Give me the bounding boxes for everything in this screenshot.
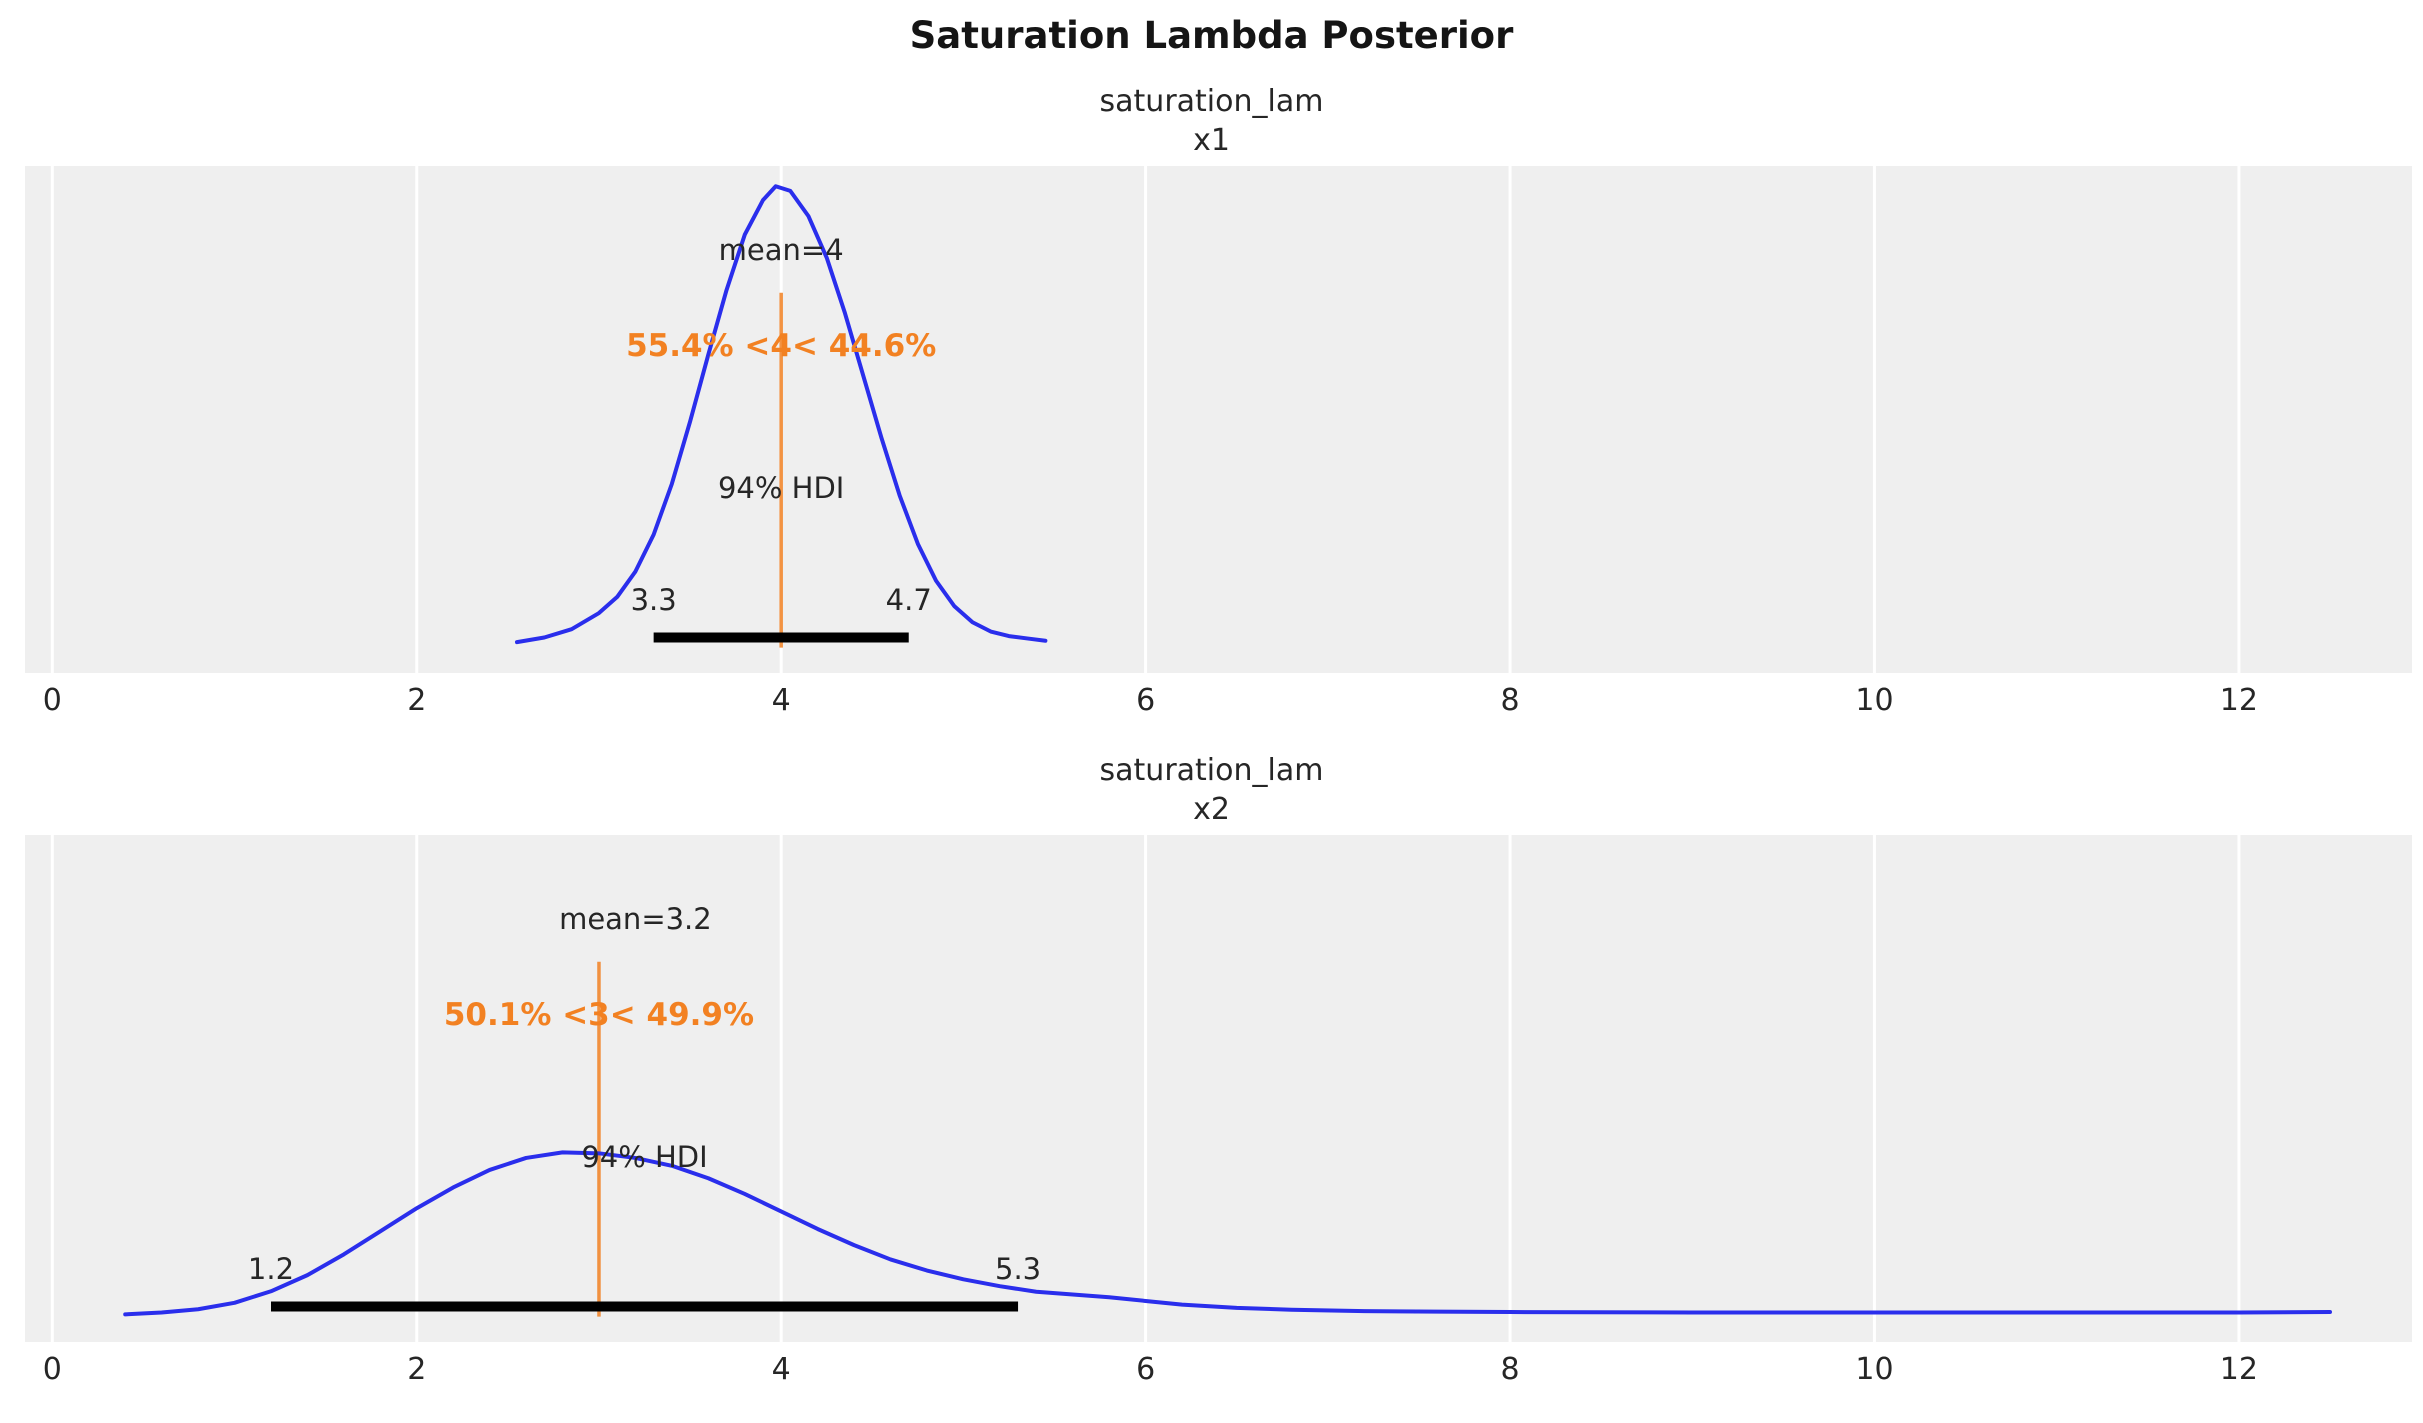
plot-area-x1: mean=4 55.4% <4< 44.6% 94% HDI 3.3 4.7 xyxy=(25,166,2412,674)
density-curve xyxy=(123,1150,2333,1317)
subplot-title-x2: saturation_lam x2 xyxy=(0,751,2423,829)
x-tick-label: 10 xyxy=(1855,683,1894,719)
hdi-label: 94% HDI xyxy=(717,471,845,506)
x-tick-label: 2 xyxy=(407,683,427,719)
x-axis-ticks-x1: 0 2 4 6 8 10 12 xyxy=(25,673,2412,727)
x-tick-label: 12 xyxy=(2219,683,2258,719)
hdi-lower-value: 1.2 xyxy=(247,1251,295,1286)
figure-title: Saturation Lambda Posterior xyxy=(909,14,1514,57)
hdi-label: 94% HDI xyxy=(581,1140,708,1175)
x-tick-label: 4 xyxy=(771,1352,791,1388)
subplot-coord-label: x1 xyxy=(1193,123,1230,159)
density-plot-svg xyxy=(50,835,2333,1343)
ref-val-annotation: 50.1% <3< 49.9% xyxy=(443,997,755,1034)
subplot-coord-label: x2 xyxy=(1193,792,1230,828)
mean-annotation: mean=4 xyxy=(718,233,844,268)
x-tick-label: 6 xyxy=(1136,1352,1156,1388)
x-tick-label: 2 xyxy=(407,1352,427,1388)
subplot-var-name: saturation_lam xyxy=(1099,84,1324,120)
x-axis-ticks-x2: 0 2 4 6 8 10 12 xyxy=(25,1342,2412,1396)
plot-area-x2: mean=3.2 50.1% <3< 49.9% 94% HDI 1.2 5.3 xyxy=(25,835,2412,1343)
x-tick-label: 8 xyxy=(1500,683,1520,719)
x-tick-label: 8 xyxy=(1500,1352,1520,1388)
hdi-upper-value: 5.3 xyxy=(995,1251,1042,1286)
hdi-upper-value: 4.7 xyxy=(885,582,932,617)
x-tick-label: 12 xyxy=(2219,1352,2258,1388)
mean-annotation: mean=3.2 xyxy=(559,902,712,937)
x-tick-label: 0 xyxy=(42,1352,62,1388)
subplot-var-name: saturation_lam xyxy=(1099,753,1324,789)
subplot-title-x1: saturation_lam x1 xyxy=(0,82,2423,160)
ref-val-annotation: 55.4% <4< 44.6% xyxy=(626,328,937,365)
x-tick-label: 10 xyxy=(1855,1352,1894,1388)
x-tick-label: 0 xyxy=(42,683,62,719)
x-tick-label: 4 xyxy=(771,683,791,719)
density-curve xyxy=(514,184,1048,645)
hdi-lower-value: 3.3 xyxy=(630,582,677,617)
subplot-saturation-lam-x2: saturation_lam x2 mean=3.2 50.1% <3< 49.… xyxy=(0,751,2423,1396)
x-tick-label: 6 xyxy=(1136,683,1156,719)
subplot-saturation-lam-x1: saturation_lam x1 mean=4 55.4% <4< 44.6%… xyxy=(0,82,2423,727)
density-plot-svg xyxy=(50,166,2241,674)
